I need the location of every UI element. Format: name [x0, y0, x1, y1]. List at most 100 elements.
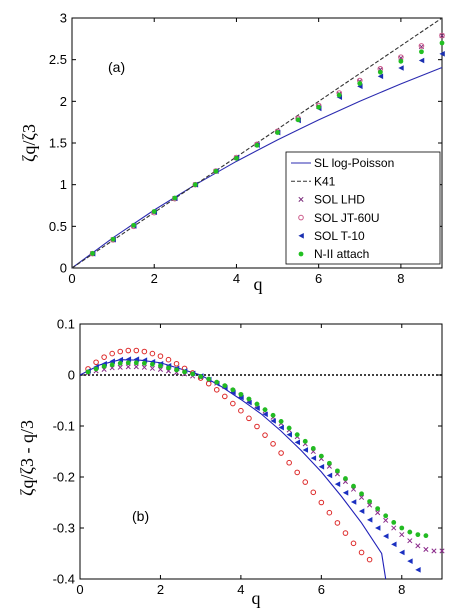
n-ii-attach-point	[93, 366, 99, 372]
sol-jt-60u-point	[310, 489, 317, 496]
sol-lhd-point	[383, 517, 389, 523]
n-ii-attach-point	[190, 371, 196, 377]
legend-label: SOL T-10	[314, 229, 365, 243]
sol-jt-60u-point	[238, 407, 244, 414]
n-ii-attach-point	[254, 401, 260, 407]
n-ii-attach-point	[275, 130, 280, 135]
sol-lhd-point	[375, 510, 381, 516]
sol-t-10-point	[278, 424, 284, 431]
n-ii-attach-point	[182, 369, 187, 375]
sol-jt-60u-point	[149, 350, 156, 357]
sol-t-10-point	[407, 558, 413, 564]
n-ii-attach-point	[141, 360, 147, 366]
n-ii-attach-point	[238, 391, 244, 397]
n-ii-attach-point	[377, 69, 383, 75]
legend-box	[285, 151, 441, 265]
legend-swatch	[298, 233, 304, 239]
n-ii-attach-point	[246, 396, 252, 402]
sol-t-10-point	[262, 411, 268, 418]
n-ii-attach-point	[357, 81, 363, 86]
sol-jt-60u-point	[366, 556, 373, 563]
n-ii-attach-point	[192, 182, 198, 188]
series-sol-jt-60u-b	[85, 347, 373, 563]
sol-t-10-point	[302, 447, 309, 453]
n-ii-attach-point	[222, 383, 228, 389]
n-ii-attach-point	[335, 468, 340, 474]
x-tick-label: 0	[76, 582, 83, 597]
n-ii-attach-point	[213, 168, 219, 174]
sol-lhd-point	[391, 525, 397, 531]
legend-label: SOL JT-60U	[314, 211, 380, 225]
sol-jt-60u-point	[270, 441, 276, 447]
axis-ticks-b: 0 2 4 6 8 0.1 0 -0.1 -0.2 -0.3 -0.4	[53, 317, 442, 597]
sol-t-10-point	[246, 399, 252, 406]
sol-t-10-point	[415, 567, 421, 573]
n-ii-attach-point	[367, 499, 372, 504]
n-ii-attach-point	[326, 460, 332, 466]
n-ii-attach-point	[343, 476, 348, 481]
sol-jt-60u-point	[418, 43, 425, 49]
legend-item-sl-log-poisson: SL log-Poisson	[291, 156, 394, 170]
sol-t-10-point	[254, 405, 260, 411]
n-ii-attach-point	[399, 525, 405, 531]
sol-jt-60u-point	[157, 353, 164, 359]
sol-jt-60u-point	[326, 509, 333, 516]
panel-label-b: (b)	[132, 508, 149, 524]
sol-lhd-point	[407, 538, 413, 544]
y-tick-label: -0.4	[53, 572, 75, 587]
sol-lhd-point	[439, 548, 445, 554]
legend-label: SL log-Poisson	[314, 156, 394, 170]
sol-jt-60u-point	[165, 356, 172, 363]
sol-t-10-point	[310, 455, 317, 461]
sol-t-10-point	[367, 517, 373, 523]
n-ii-attach-point	[375, 506, 381, 512]
n-ii-attach-point	[294, 432, 300, 438]
sl-log-poisson-line	[79, 359, 387, 580]
sol-jt-60u-point	[439, 32, 445, 39]
y-tick-label: 0	[60, 261, 67, 276]
n-ii-attach-point	[90, 251, 95, 256]
x-tick-label: 4	[233, 271, 240, 286]
sol-jt-60u-point	[334, 520, 341, 526]
n-ii-attach-point	[150, 361, 155, 367]
sol-t-10-point	[109, 358, 115, 365]
series-sl-log-poisson-b	[79, 359, 387, 580]
x-axis-label-b: q	[252, 588, 261, 608]
n-ii-attach-point	[125, 360, 131, 366]
sol-t-10-point	[133, 356, 140, 362]
axis-ticks-a: 0 2 4 6 8 0 0.5 1 1.5 2 2.5 3	[49, 11, 442, 286]
legend-label: N-II attach	[314, 247, 369, 261]
n-ii-attach-point	[101, 363, 107, 369]
x-tick-label: 8	[397, 271, 404, 286]
sol-jt-60u-point	[101, 354, 107, 360]
sol-t-10-point	[383, 533, 389, 539]
n-ii-attach-point	[439, 40, 445, 46]
sol-jt-60u-point	[294, 469, 301, 476]
sol-t-10-point	[350, 499, 357, 505]
n-ii-attach-point	[151, 209, 157, 214]
n-ii-attach-point	[318, 453, 324, 459]
x-axis-label-a: q	[254, 274, 263, 294]
sol-jt-60u-point	[222, 393, 228, 400]
sol-t-10-point	[294, 439, 300, 446]
sol-lhd-point	[133, 364, 139, 370]
y-tick-label: 3	[60, 11, 67, 26]
y-tick-label: 1.5	[49, 136, 67, 151]
sol-t-10-point	[439, 51, 445, 57]
y-tick-label: 0.1	[57, 317, 75, 332]
sol-t-10-point	[125, 356, 132, 362]
sol-jt-60u-point	[117, 348, 124, 355]
n-ii-attach-point	[415, 532, 421, 538]
n-ii-attach-point	[85, 369, 91, 375]
series-group-a	[71, 17, 445, 269]
x-tick-label: 6	[315, 271, 322, 286]
n-ii-attach-point	[110, 236, 116, 242]
sol-t-10-point	[318, 464, 325, 470]
n-ii-attach-point	[206, 376, 212, 382]
n-ii-attach-point	[158, 363, 163, 369]
legend-item-k41: K41	[291, 174, 336, 188]
sol-jt-60u-point	[318, 499, 325, 506]
sol-lhd-point	[125, 364, 131, 370]
sol-t-10-point	[342, 490, 349, 496]
